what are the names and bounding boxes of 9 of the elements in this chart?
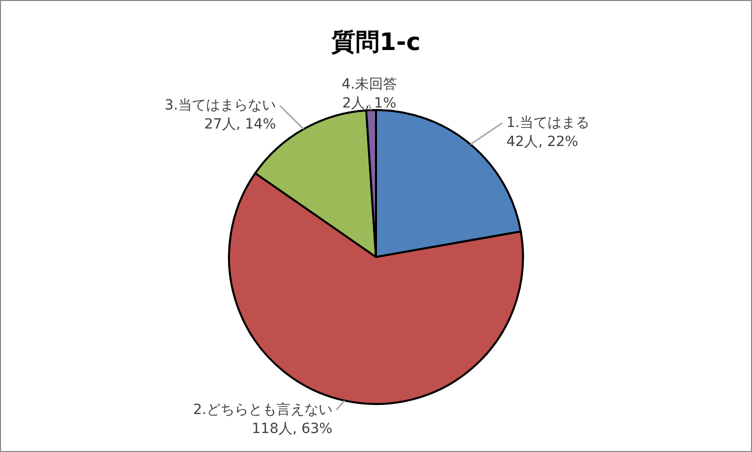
data-label: 27人, 14%	[204, 116, 276, 133]
data-label: 2人, 1%	[342, 95, 396, 112]
slice-label: 2.どちらとも言えない	[193, 402, 333, 418]
chart-title: 質問1-c	[330, 28, 420, 56]
data-label: 118人, 63%	[252, 420, 333, 437]
slice-label: 3.当てはまらない	[164, 98, 276, 114]
slice-label: 1.当てはまる	[506, 114, 590, 131]
data-label: 42人, 22%	[506, 134, 578, 150]
slice-label: 4.未回答	[342, 76, 397, 92]
